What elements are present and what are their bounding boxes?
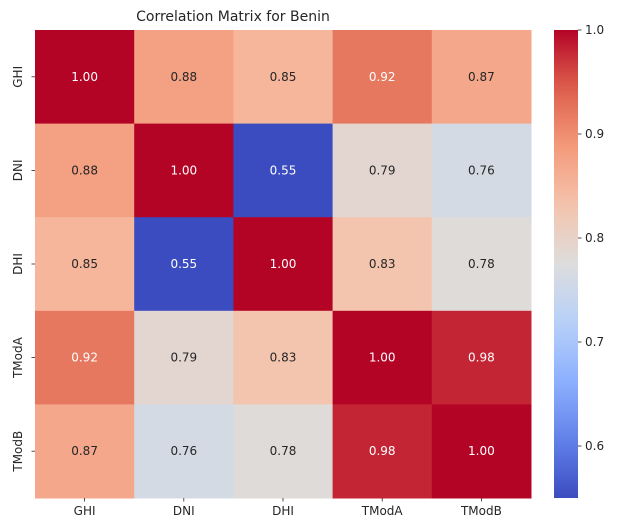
cell-value-label: 0.98: [369, 444, 396, 458]
heatmap-cell: [134, 30, 234, 125]
cell-value-label: 1.00: [170, 163, 197, 177]
cell-value-label: 0.92: [369, 70, 396, 84]
heatmap-cell: [233, 217, 334, 312]
heatmap-cell: [35, 123, 135, 218]
x-tick-label: GHI: [74, 504, 96, 518]
x-axis-tick-labels: GHI DNI DHI TModA TModB: [74, 498, 502, 518]
cell-value-label: 0.98: [468, 351, 495, 365]
heatmap-cell: [233, 30, 334, 125]
cell-value-label: 0.76: [468, 163, 495, 177]
heatmap-cell: [134, 217, 234, 312]
heatmap-cell: [431, 404, 532, 499]
x-tick-label: TModA: [361, 504, 404, 518]
cell-value-label: 1.00: [369, 351, 396, 365]
x-tick-label: TModB: [460, 504, 502, 518]
cell-value-label: 0.78: [270, 444, 297, 458]
heatmap-cell: [134, 123, 234, 218]
heatmap-cell: [332, 30, 433, 125]
heatmap-cell: [233, 404, 334, 499]
heatmap-cell: [134, 404, 234, 499]
x-tick-label: DHI: [272, 504, 294, 518]
cell-value-label: 0.83: [270, 351, 297, 365]
cell-value-label: 0.78: [468, 257, 495, 271]
heatmap-cell: [332, 404, 433, 499]
y-tick-label: TModB: [11, 431, 25, 473]
cell-value-label: 1.00: [270, 257, 297, 271]
colorbar-tick-label: 0.6: [585, 439, 604, 453]
cell-value-label: 0.92: [71, 351, 98, 365]
heatmap-cells: 1.00 0.88 0.85 0.92 0.87 0.88 1.00 0.55 0.79 0.76…: [35, 30, 532, 499]
heatmap-cell: [332, 123, 433, 218]
cell-value-label: 1.00: [468, 444, 495, 458]
heatmap-cell: [431, 310, 532, 405]
y-axis-tick-labels: GHI DNI DHI TModA TModB: [11, 66, 35, 473]
colorbar-gradient: [554, 30, 578, 498]
chart-title: Correlation Matrix for Benin: [136, 9, 330, 25]
cell-value-label: 0.83: [369, 257, 396, 271]
cell-value-label: 0.76: [170, 444, 197, 458]
cell-value-label: 0.88: [170, 70, 197, 84]
heatmap-cell: [233, 123, 334, 218]
cell-value-label: 0.79: [170, 351, 197, 365]
y-tick-label: TModA: [11, 336, 25, 379]
heatmap-cell: [134, 310, 234, 405]
colorbar-tick-label: 1.0: [585, 23, 604, 37]
cell-value-label: 0.87: [468, 70, 495, 84]
heatmap-cell: [35, 310, 135, 405]
heatmap-cell: [35, 30, 135, 125]
x-tick-label: DNI: [173, 504, 195, 518]
colorbar-tick-label: 0.9: [585, 127, 604, 141]
cell-value-label: 0.85: [71, 257, 98, 271]
heatmap-cell: [35, 217, 135, 312]
heatmap-cell: [431, 30, 532, 125]
cell-value-label: 0.87: [71, 444, 98, 458]
heatmap-cell: [431, 123, 532, 218]
colorbar-tick-label: 0.8: [585, 231, 604, 245]
cell-value-label: 1.00: [71, 70, 98, 84]
cell-value-label: 0.88: [71, 163, 98, 177]
cell-value-label: 0.55: [270, 163, 297, 177]
y-tick-label: DNI: [11, 160, 25, 182]
heatmap-cell: [332, 310, 433, 405]
heatmap-cell: [35, 404, 135, 499]
cell-value-label: 0.79: [369, 163, 396, 177]
heatmap-cell: [332, 217, 433, 312]
y-tick-label: GHI: [11, 66, 25, 88]
cell-value-label: 0.55: [170, 257, 197, 271]
colorbar: 0.6 0.7 0.8 0.9 1.0: [554, 23, 604, 498]
y-tick-label: DHI: [11, 253, 25, 275]
colorbar-tick-label: 0.7: [585, 335, 604, 349]
heatmap-cell: [431, 217, 532, 312]
cell-value-label: 0.85: [270, 70, 297, 84]
heatmap-cell: [233, 310, 334, 405]
